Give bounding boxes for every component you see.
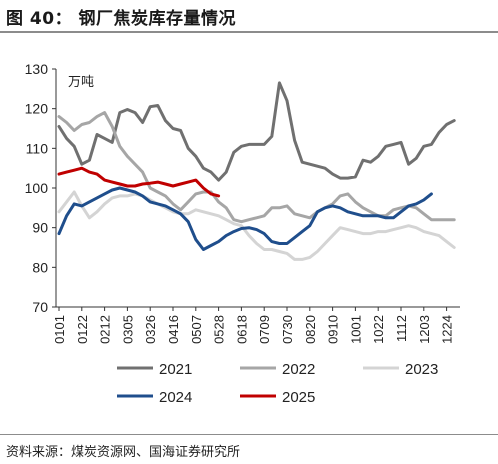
x-tick-label: 0326	[143, 315, 158, 344]
x-tick-label: 0101	[52, 315, 67, 344]
series-line-2022	[57, 111, 456, 224]
legend-label-2021: 2021	[159, 361, 192, 378]
y-tick-label: 80	[32, 259, 48, 275]
x-tick-label: 0709	[257, 315, 272, 344]
figure-header: 图 40： 钢厂焦炭库存量情况	[0, 0, 498, 34]
x-tick-label: 0507	[189, 315, 204, 344]
x-tick-label: 0528	[212, 315, 227, 344]
x-tick-label: 0122	[75, 315, 90, 344]
y-tick-label: 100	[25, 180, 49, 196]
x-tick-label: 0820	[303, 315, 318, 344]
source-note: 资料来源：煤炭资源网、国海证券研究所	[6, 445, 241, 460]
unit-label: 万吨	[68, 74, 94, 89]
y-tick-label: 90	[32, 220, 48, 236]
legend-label-2024: 2024	[159, 389, 192, 406]
figure-title: 图 40： 钢厂焦炭库存量情况	[6, 9, 236, 29]
x-tick-label: 0305	[120, 315, 135, 344]
x-tick-label: 1022	[371, 315, 386, 344]
series-lines	[57, 81, 456, 261]
series-line-2021	[57, 81, 456, 182]
y-tick-label: 130	[25, 61, 49, 77]
series-line-2025	[57, 166, 221, 198]
x-tick-label: 1001	[348, 315, 363, 344]
footer-divider	[0, 434, 498, 435]
y-tick-label: 120	[25, 101, 49, 117]
series-line-2024	[57, 186, 433, 251]
y-tick-label: 110	[26, 140, 49, 156]
legend-label-2022: 2022	[282, 361, 315, 378]
x-tick-label: 1203	[417, 315, 432, 344]
legend-label-2023: 2023	[405, 361, 438, 378]
header-divider	[0, 31, 498, 33]
x-tick-label: 0618	[234, 315, 249, 344]
legend: 2021 2022 2023 2024 2025	[117, 361, 438, 406]
x-tick-label: 0910	[326, 315, 341, 344]
legend-label-2025: 2025	[282, 389, 315, 406]
y-axis: 70 80 90 100 110 120 130	[25, 61, 57, 315]
series-line-2023	[57, 190, 456, 261]
x-tick-label: 1112	[394, 315, 409, 342]
x-axis: 0101 0122 0212 0305 0326 0416 0507 0528 0618 0709…	[52, 306, 460, 344]
x-tick-label: 0730	[280, 315, 295, 344]
y-tick-label: 70	[32, 299, 48, 315]
x-tick-label: 1224	[440, 315, 455, 344]
x-tick-label: 0212	[98, 315, 113, 344]
x-tick-label: 0416	[166, 315, 181, 344]
